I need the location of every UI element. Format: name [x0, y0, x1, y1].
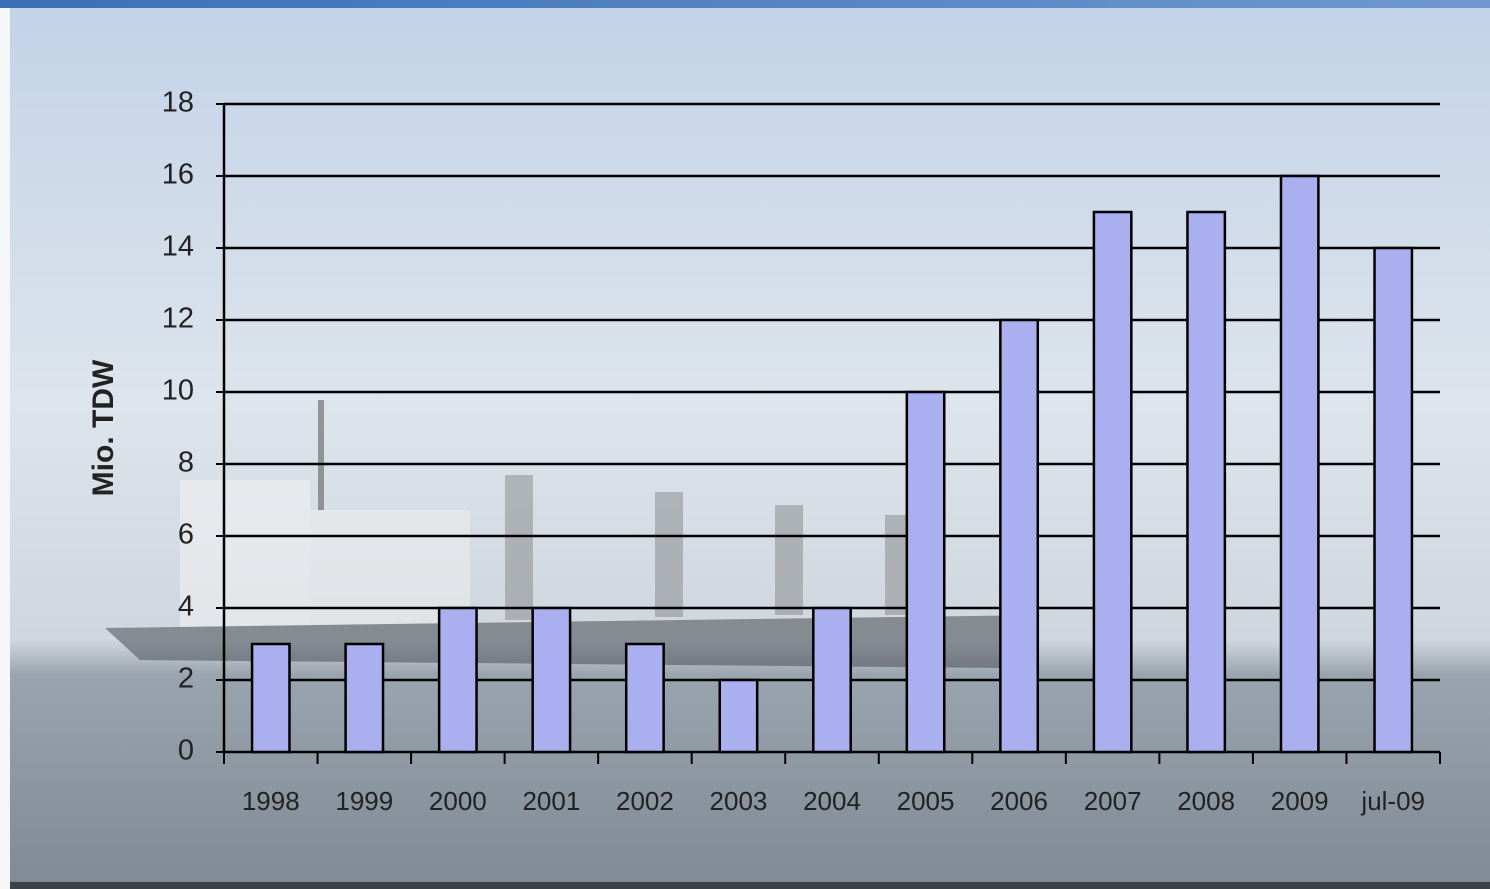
top-bar — [0, 0, 1490, 8]
x-tick-label: 1999 — [335, 786, 393, 816]
x-tick-label: 2002 — [616, 786, 674, 816]
x-tick-label: 2006 — [990, 786, 1048, 816]
bottom-strip — [10, 882, 1490, 889]
bar — [624, 642, 665, 754]
bar — [250, 642, 291, 754]
x-tick-label: 1998 — [242, 786, 300, 816]
bar — [344, 642, 385, 754]
y-tick-label: 18 — [162, 87, 194, 119]
x-tick-label: 2004 — [803, 786, 861, 816]
x-tick-label: 2001 — [522, 786, 580, 816]
bar — [437, 606, 478, 754]
bar — [812, 606, 852, 754]
x-tick-label: 2007 — [1084, 786, 1142, 816]
x-tick-label: 2008 — [1177, 786, 1235, 816]
bar — [1092, 210, 1133, 754]
y-tick-label: 8 — [178, 447, 194, 479]
bar — [905, 390, 946, 754]
bar — [1373, 246, 1414, 754]
y-tick-label: 10 — [162, 375, 194, 407]
bar — [999, 318, 1040, 754]
y-tick-label: 16 — [162, 159, 194, 191]
x-tick-label: 2003 — [710, 786, 768, 816]
bar — [1186, 210, 1227, 754]
x-tick-label: 2000 — [429, 786, 487, 816]
y-tick-label: 6 — [178, 519, 194, 551]
photo-background — [10, 8, 1490, 886]
y-tick-label: 12 — [162, 303, 194, 335]
x-tick-label: jul-09 — [1360, 786, 1425, 816]
x-tick-label: 2009 — [1271, 786, 1329, 816]
y-axis-label: Mio. TDW — [87, 359, 120, 496]
y-tick-label: 0 — [178, 735, 194, 767]
bar — [718, 678, 759, 754]
x-tick-label: 2005 — [897, 786, 955, 816]
ship-silhouette — [105, 400, 1040, 668]
y-tick-label: 2 — [178, 663, 194, 695]
bar — [531, 606, 572, 754]
y-tick-label: 14 — [162, 231, 194, 263]
y-tick-label: 4 — [178, 591, 194, 623]
bar — [1279, 174, 1320, 754]
